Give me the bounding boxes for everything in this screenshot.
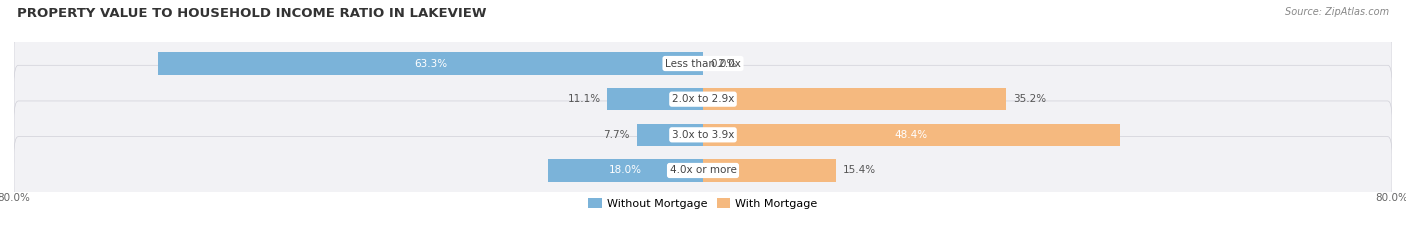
Text: 0.0%: 0.0% bbox=[710, 58, 737, 69]
Text: Less than 2.0x: Less than 2.0x bbox=[665, 58, 741, 69]
Text: 63.3%: 63.3% bbox=[413, 58, 447, 69]
Bar bbox=[703, 124, 1119, 146]
Text: PROPERTY VALUE TO HOUSEHOLD INCOME RATIO IN LAKEVIEW: PROPERTY VALUE TO HOUSEHOLD INCOME RATIO… bbox=[17, 7, 486, 20]
Text: 15.4%: 15.4% bbox=[842, 165, 876, 176]
Text: 3.0x to 3.9x: 3.0x to 3.9x bbox=[672, 130, 734, 140]
Text: 4.0x or more: 4.0x or more bbox=[669, 165, 737, 176]
Bar bbox=[703, 88, 1007, 110]
FancyBboxPatch shape bbox=[14, 65, 1392, 133]
Text: 48.4%: 48.4% bbox=[894, 130, 928, 140]
Text: 7.7%: 7.7% bbox=[603, 130, 630, 140]
FancyBboxPatch shape bbox=[14, 101, 1392, 169]
Legend: Without Mortgage, With Mortgage: Without Mortgage, With Mortgage bbox=[583, 194, 823, 213]
Text: 35.2%: 35.2% bbox=[1012, 94, 1046, 104]
FancyBboxPatch shape bbox=[14, 137, 1392, 204]
Text: 18.0%: 18.0% bbox=[609, 165, 643, 176]
Bar bbox=[157, 52, 703, 75]
Bar bbox=[637, 124, 703, 146]
Bar bbox=[548, 159, 703, 182]
Text: 2.0x to 2.9x: 2.0x to 2.9x bbox=[672, 94, 734, 104]
FancyBboxPatch shape bbox=[14, 30, 1392, 97]
Text: Source: ZipAtlas.com: Source: ZipAtlas.com bbox=[1285, 7, 1389, 17]
Text: 11.1%: 11.1% bbox=[568, 94, 600, 104]
Bar bbox=[607, 88, 703, 110]
Bar bbox=[703, 159, 835, 182]
